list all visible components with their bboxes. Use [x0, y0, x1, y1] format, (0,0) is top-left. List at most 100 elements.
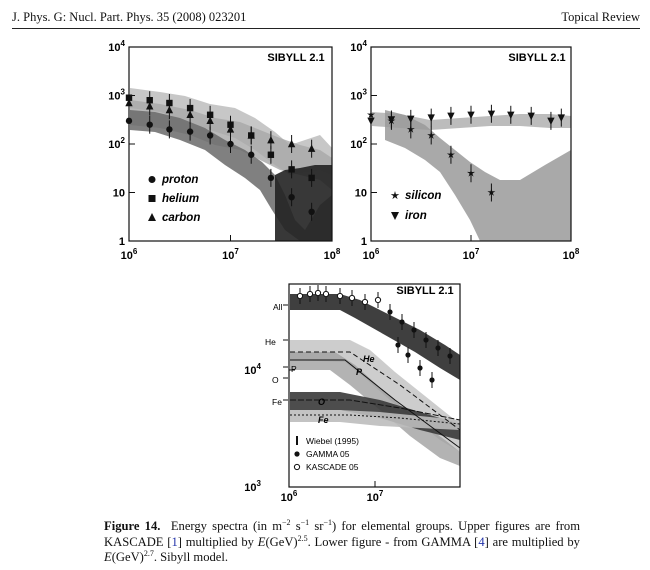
data-point	[423, 337, 429, 343]
caption-sup: −1	[300, 517, 310, 527]
caption-label: Figure 14.	[104, 519, 161, 533]
silicon-point	[446, 150, 455, 159]
x-tick-label: 107	[222, 247, 239, 262]
iron-point	[487, 110, 496, 118]
data-point	[405, 352, 411, 358]
silicon-point	[487, 188, 496, 196]
figure-caption: Figure 14. Energy spectra (in m−2 s−1 sr…	[104, 517, 580, 566]
x-tick-label: 106	[363, 247, 380, 262]
y-tick-label: 10	[355, 188, 367, 200]
legend: Wiebel (1995) GAMMA 05 KASCADE 05	[293, 436, 359, 472]
legend-label: silicon	[405, 190, 441, 202]
carbon-point	[267, 135, 275, 144]
caption-text: ] are multiplied by	[484, 534, 580, 549]
iron-point	[367, 117, 375, 126]
legend-marker	[293, 463, 301, 471]
component-label: All	[273, 302, 283, 312]
carbon-point	[206, 116, 214, 125]
data-point	[387, 309, 393, 315]
carbon-point	[146, 102, 154, 110]
y-tick-label: 104	[350, 39, 367, 54]
journal-citation: J. Phys. G: Nucl. Part. Phys. 35 (2008) …	[12, 10, 247, 24]
curve-label: P	[356, 367, 363, 377]
caption-text: (GeV)	[111, 550, 144, 564]
data-point	[447, 353, 453, 359]
iron-point	[447, 112, 455, 121]
caption-text: ] multiplied by	[177, 534, 258, 549]
helium-point	[308, 174, 315, 182]
x-tick-label: 107	[367, 489, 384, 504]
y-tick-label: 103	[350, 88, 367, 103]
proton-point	[146, 121, 153, 128]
fe-line	[290, 414, 461, 425]
carbon-point	[307, 144, 316, 152]
data-point	[435, 345, 441, 351]
p-line	[290, 359, 461, 449]
curve-labels: HeP O Fe	[318, 354, 375, 425]
caption-text: . Sibyll model.	[153, 550, 229, 564]
data-point	[374, 296, 382, 304]
iron-point	[407, 115, 415, 124]
iron-point	[547, 117, 555, 126]
curve-label: He	[363, 354, 375, 364]
y-tick-label: 1	[361, 236, 367, 248]
caption-var: E	[104, 550, 112, 564]
reference-link[interactable]: 1	[171, 534, 178, 549]
legend: silicon iron	[390, 190, 441, 222]
proton-point	[248, 151, 255, 158]
proton-point	[206, 132, 214, 139]
model-label: SIBYLL 2.1	[267, 52, 324, 64]
reference-link[interactable]: 4	[478, 534, 485, 549]
proton-point	[288, 194, 295, 201]
legend-label: KASCADE 05	[306, 462, 359, 472]
legend-label: carbon	[162, 212, 200, 224]
model-label: SIBYLL 2.1	[396, 285, 453, 297]
section-title: Topical Review	[561, 10, 640, 24]
dark-fill	[275, 165, 332, 241]
o-line	[290, 399, 461, 421]
data-point	[348, 294, 356, 302]
legend-label: helium	[162, 193, 199, 205]
iron-point	[427, 114, 435, 122]
legend-label: iron	[405, 210, 427, 222]
caption-text: . Lower figure - from GAMMA [	[307, 534, 479, 549]
caption-sup: −2	[282, 517, 291, 527]
data-point	[411, 327, 417, 333]
legend: proton helium carbon	[148, 174, 200, 224]
legend-label: Wiebel (1995)	[306, 436, 359, 446]
data-point	[296, 292, 304, 300]
data-point	[361, 298, 369, 306]
component-label: O	[272, 375, 279, 385]
legend-marker	[148, 176, 156, 183]
component-label: P	[291, 364, 297, 374]
helium-point	[288, 166, 295, 173]
caption-text: s	[290, 519, 301, 533]
carbon-point	[165, 105, 174, 114]
carbon-point	[186, 110, 194, 119]
silicon-point	[467, 169, 475, 177]
silicon-point	[427, 131, 436, 139]
caption-sup: 2.7	[143, 548, 154, 558]
legend-marker	[390, 191, 400, 200]
carbon-point	[226, 125, 235, 133]
p-band	[290, 352, 460, 466]
legend-marker	[148, 195, 156, 202]
component-label: He	[265, 337, 276, 347]
data-point	[322, 290, 330, 298]
data-markers	[296, 285, 453, 388]
x-tick-label: 108	[324, 247, 341, 262]
x-tick-label: 106	[121, 247, 138, 262]
y-tick-label: 104	[244, 362, 261, 377]
proton-point	[125, 117, 133, 125]
iron-point	[507, 111, 515, 120]
y-tick-label: 103	[244, 479, 261, 494]
component-labels: All He P O Fe	[265, 302, 297, 407]
proton-point	[267, 174, 275, 182]
data-point	[417, 365, 423, 371]
proton-point	[227, 140, 234, 148]
curve-label: Fe	[318, 415, 329, 425]
